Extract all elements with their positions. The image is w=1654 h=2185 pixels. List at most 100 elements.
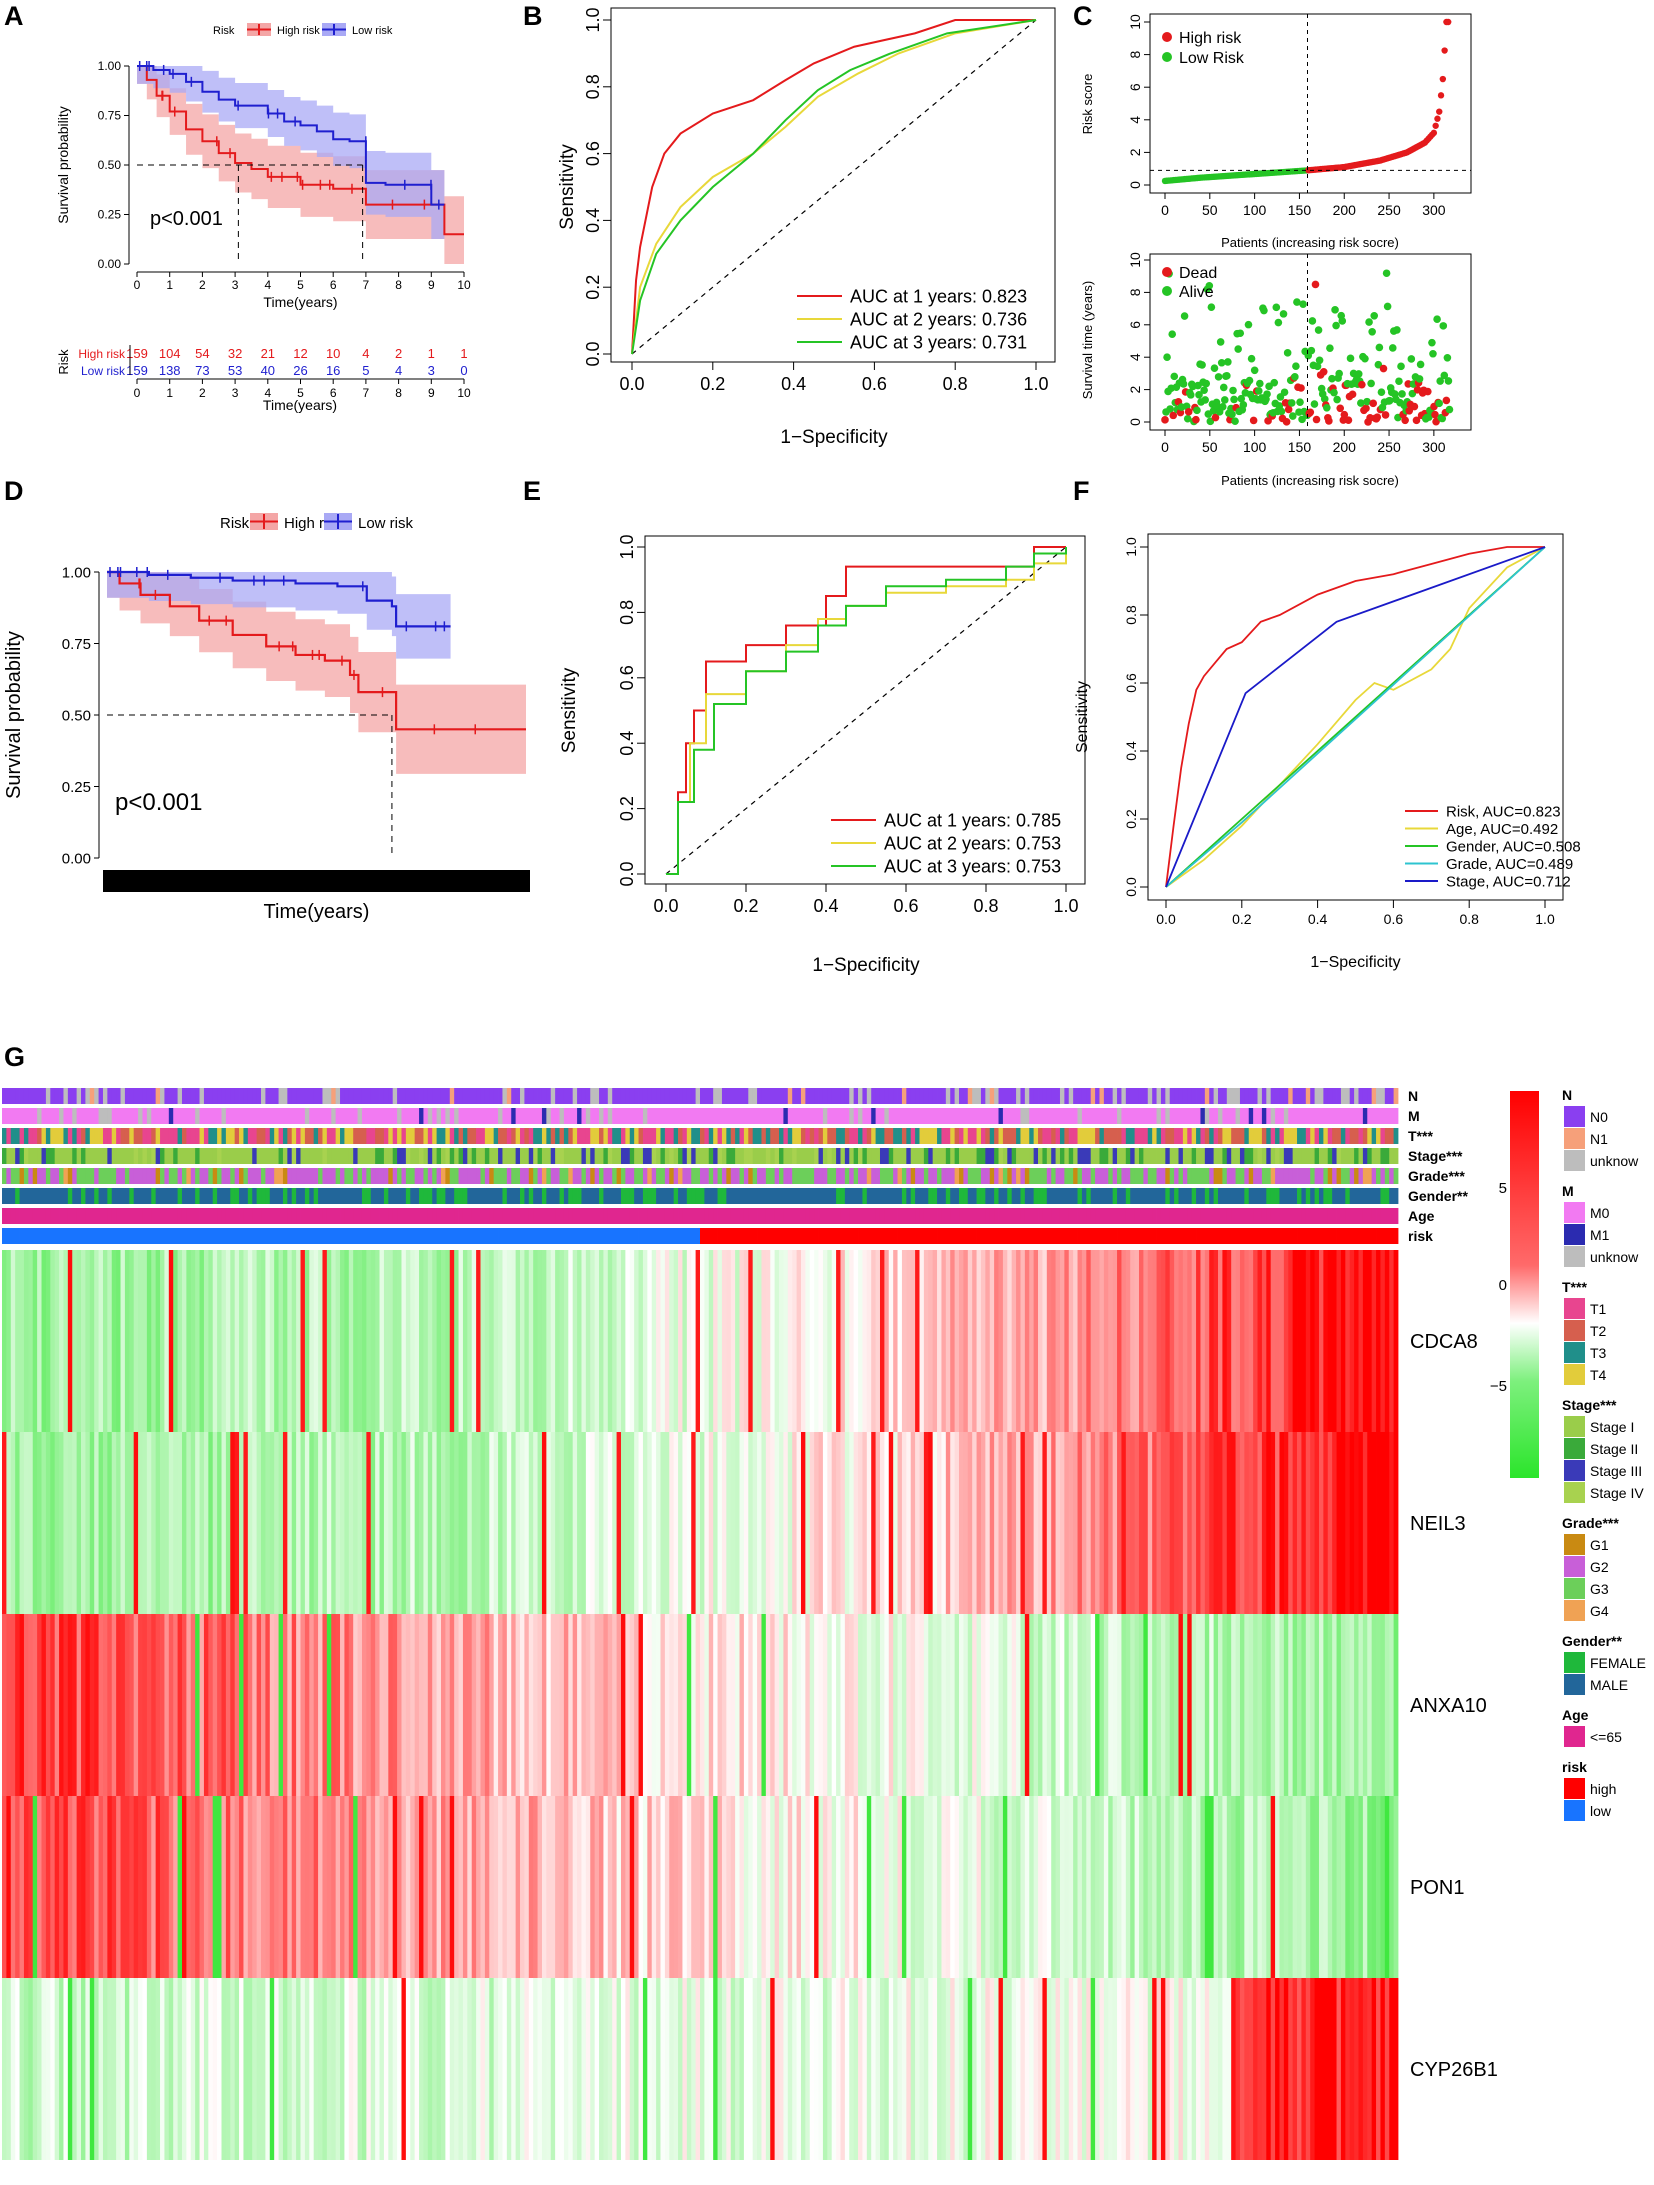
annotation-cell bbox=[572, 1228, 578, 1244]
annotation-cell bbox=[884, 1108, 890, 1124]
heatmap-cell bbox=[717, 1614, 723, 1796]
annotation-cell bbox=[331, 1128, 337, 1144]
annotation-cell bbox=[568, 1108, 574, 1124]
heatmap-cell bbox=[445, 1978, 451, 2160]
heatmap-cell bbox=[85, 1250, 91, 1432]
annotation-cell bbox=[476, 1188, 481, 1204]
annotation-cell bbox=[985, 1088, 991, 1104]
annotation-cell bbox=[1187, 1128, 1193, 1144]
panel-e-roc-plot: 0.0 0.2 0.4 0.6 0.8 1.00.00.20.40.60.81.01−Sp… bbox=[559, 534, 1086, 976]
annotation-cell bbox=[498, 1168, 503, 1184]
risk-table-cell: 10 bbox=[326, 346, 340, 361]
annotation-cell bbox=[1318, 1088, 1324, 1104]
annotation-cell bbox=[318, 1228, 323, 1244]
annotation-cell bbox=[541, 1168, 547, 1184]
annotation-cell bbox=[116, 1208, 121, 1224]
annotation-cell bbox=[849, 1148, 855, 1164]
heatmap-cell bbox=[730, 1796, 736, 1978]
heatmap-cell bbox=[331, 1978, 337, 2160]
patient-dead bbox=[1431, 410, 1439, 419]
risk-table-cell: 26 bbox=[293, 363, 307, 378]
annotation-cell bbox=[708, 1148, 714, 1164]
heatmap-cell bbox=[502, 1978, 508, 2160]
annotation-cell bbox=[1257, 1108, 1263, 1124]
annotation-cell bbox=[19, 1208, 25, 1224]
annotation-cell bbox=[287, 1168, 293, 1184]
risk-table-cell: 1 bbox=[460, 346, 467, 361]
heatmap-row-neil3 bbox=[2, 1432, 1399, 1614]
annotation-cell bbox=[1191, 1208, 1197, 1224]
annotation-cell bbox=[484, 1208, 490, 1224]
annotation-cell bbox=[1020, 1208, 1026, 1224]
annotation-cell bbox=[717, 1148, 723, 1164]
heatmap-cell bbox=[515, 1614, 521, 1796]
x-tick-label: 4 bbox=[264, 278, 271, 292]
heatmap-cell bbox=[133, 1978, 139, 2160]
annotation-cell bbox=[203, 1128, 209, 1144]
heatmap-cell bbox=[440, 1614, 446, 1796]
annotation-cell bbox=[476, 1228, 481, 1244]
heatmap-cell bbox=[54, 1614, 60, 1796]
annotation-cell bbox=[326, 1108, 332, 1124]
heatmap-cell bbox=[1016, 1614, 1021, 1796]
annotation-cell bbox=[1108, 1148, 1114, 1164]
annotation-cell bbox=[1244, 1088, 1250, 1104]
annotation-cell bbox=[1182, 1208, 1188, 1224]
annotation-cell bbox=[520, 1188, 525, 1204]
annotation-cell bbox=[910, 1208, 916, 1224]
annotation-cell bbox=[638, 1088, 644, 1104]
annotation-cell bbox=[620, 1168, 626, 1184]
y-tick-label: 0.6 bbox=[583, 141, 603, 166]
annotation-cell bbox=[269, 1128, 275, 1144]
annotation-track-stage bbox=[2, 1148, 1399, 1164]
annotation-cell bbox=[1103, 1128, 1109, 1144]
annotation-cell bbox=[67, 1208, 73, 1224]
annotation-cell bbox=[1134, 1208, 1140, 1224]
heatmap-cell bbox=[1367, 1614, 1373, 1796]
heatmap-cell bbox=[1310, 1796, 1315, 1978]
annotation-cell bbox=[1024, 1128, 1030, 1144]
annotation-cell bbox=[761, 1148, 767, 1164]
heatmap-cell bbox=[1086, 1614, 1092, 1796]
annotation-cell bbox=[800, 1228, 806, 1244]
annotation-cell bbox=[1125, 1208, 1131, 1224]
heatmap-cell bbox=[651, 1250, 657, 1432]
annotation-cell bbox=[1261, 1148, 1267, 1164]
annotation-cell bbox=[247, 1148, 253, 1164]
annotation-cell bbox=[502, 1148, 508, 1164]
heatmap-cell bbox=[989, 1432, 995, 1614]
annotation-cell bbox=[1209, 1208, 1215, 1224]
annotation-cell bbox=[805, 1208, 811, 1224]
heatmap-cell bbox=[274, 1614, 279, 1796]
y-tick-label: 0.00 bbox=[62, 850, 91, 867]
heatmap-cell bbox=[322, 1432, 328, 1614]
heatmap-cell bbox=[247, 1614, 253, 1796]
x-tick-label: 0.0 bbox=[1156, 911, 1176, 927]
annotation-cell bbox=[533, 1208, 538, 1224]
heatmap-cell bbox=[1235, 1250, 1241, 1432]
heatmap-cell bbox=[866, 1978, 872, 2160]
gene-label: ANXA10 bbox=[1410, 1695, 1487, 1717]
annotation-cell bbox=[1244, 1108, 1250, 1124]
annotation-cell bbox=[199, 1128, 205, 1144]
annotation-cell bbox=[511, 1188, 517, 1204]
annotation-cell bbox=[15, 1208, 20, 1224]
annotation-cell bbox=[994, 1148, 999, 1164]
annotation-cell bbox=[287, 1188, 293, 1204]
annotation-cell bbox=[379, 1208, 385, 1224]
annotation-cell bbox=[524, 1188, 530, 1204]
y-tick-label: 1.00 bbox=[62, 564, 91, 581]
annotation-cell bbox=[915, 1148, 920, 1164]
annotation-cell bbox=[1257, 1228, 1263, 1244]
annotation-cell bbox=[361, 1228, 367, 1244]
annotation-cell bbox=[599, 1088, 604, 1104]
annotation-cell bbox=[309, 1188, 315, 1204]
annotation-cell bbox=[972, 1188, 977, 1204]
annotation-cell bbox=[484, 1168, 490, 1184]
annotation-cell bbox=[1081, 1148, 1087, 1164]
annotation-cell bbox=[195, 1188, 200, 1204]
annotation-cell bbox=[1020, 1088, 1026, 1104]
heatmap-cell bbox=[217, 1978, 222, 2160]
heatmap-cell bbox=[287, 1796, 293, 1978]
annotation-cell bbox=[1068, 1168, 1074, 1184]
